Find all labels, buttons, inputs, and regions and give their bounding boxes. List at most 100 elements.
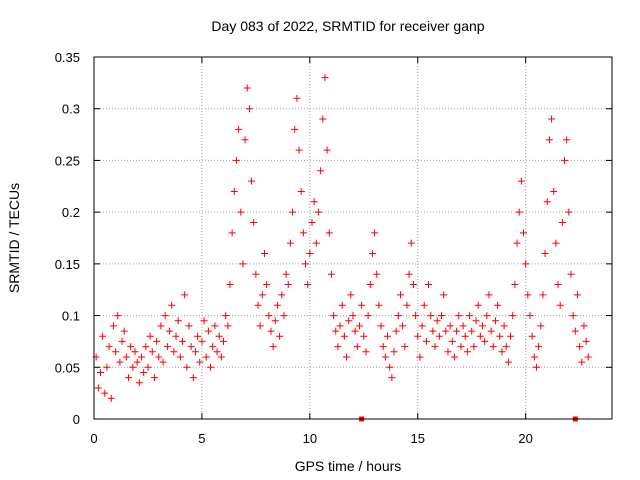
data-point-marker [207, 363, 215, 371]
y-tick-label: 0.15 [55, 257, 80, 272]
data-point-marker [388, 374, 396, 382]
data-point-marker [416, 353, 424, 361]
data-point-marker [407, 239, 415, 247]
data-point-marker [494, 301, 502, 309]
data-point-marker [405, 270, 413, 278]
data-point-marker [489, 343, 497, 351]
data-point-marker [468, 327, 476, 335]
data-point-marker [127, 343, 135, 351]
data-point-marker [427, 312, 435, 320]
data-point-marker [217, 353, 225, 361]
data-point-marker [377, 322, 385, 330]
data-point-marker [399, 322, 407, 330]
data-point-marker [269, 343, 277, 351]
data-point-marker [252, 270, 260, 278]
data-point-marker [567, 270, 575, 278]
data-point-marker [573, 291, 581, 299]
data-point-marker [202, 353, 210, 361]
data-point-marker [213, 348, 221, 356]
y-tick-label: 0.05 [55, 360, 80, 375]
data-point-marker [306, 250, 314, 258]
data-point-marker [310, 198, 318, 206]
data-point-marker [491, 317, 499, 325]
data-point-marker [291, 125, 299, 133]
data-point-marker [541, 250, 549, 258]
data-point-marker [118, 337, 126, 345]
data-point-marker [371, 229, 379, 237]
data-point-marker [172, 332, 180, 340]
data-point-marker [189, 374, 197, 382]
data-point-marker [461, 332, 469, 340]
data-point-marker [161, 312, 169, 320]
data-point-marker [396, 291, 404, 299]
data-point-marker [343, 353, 351, 361]
data-point-marker [200, 317, 208, 325]
data-point-marker [137, 353, 145, 361]
data-point-marker [539, 291, 547, 299]
data-point-marker [245, 105, 253, 113]
data-point-marker [265, 312, 273, 320]
data-point-marker [271, 317, 279, 325]
data-point-marker [453, 327, 461, 335]
data-point-marker [420, 301, 428, 309]
data-point-marker [448, 337, 456, 345]
data-point-marker [258, 291, 266, 299]
data-point-marker [168, 301, 176, 309]
x-tick-label: 5 [198, 431, 205, 446]
data-point-marker [129, 363, 137, 371]
data-point-marker [463, 348, 471, 356]
data-point-marker [159, 358, 167, 366]
data-point-marker [224, 322, 232, 330]
data-point-marker [105, 343, 113, 351]
data-point-marker [263, 281, 271, 289]
data-point-marker [256, 322, 264, 330]
data-point-marker [496, 332, 504, 340]
data-point-marker [153, 337, 161, 345]
data-point-marker [476, 332, 484, 340]
data-point-marker [552, 239, 560, 247]
data-point-marker [170, 348, 178, 356]
data-point-marker [513, 239, 521, 247]
data-point-marker [338, 301, 346, 309]
data-point-marker [235, 125, 243, 133]
data-point-marker [254, 301, 262, 309]
data-point-marker [187, 343, 195, 351]
data-point-marker [522, 260, 530, 268]
data-point-marker [112, 348, 120, 356]
data-point-marker [483, 312, 491, 320]
data-point-marker [517, 177, 525, 185]
data-point-marker [120, 327, 128, 335]
data-point-marker [220, 337, 227, 345]
data-point-marker [96, 368, 104, 376]
data-point-marker [401, 343, 409, 351]
data-point-marker [99, 332, 107, 340]
data-point-marker [314, 208, 322, 216]
data-point-marker [563, 136, 571, 144]
x-tick-label: 10 [303, 431, 317, 446]
data-point-marker [278, 291, 286, 299]
data-point-marker [226, 281, 234, 289]
data-point-marker [267, 327, 275, 335]
data-point-marker [181, 291, 189, 299]
data-point-marker [433, 317, 441, 325]
data-point-marker [470, 343, 478, 351]
data-point-marker [295, 146, 303, 154]
data-point-marker [232, 156, 240, 164]
data-point-marker [571, 327, 579, 335]
data-point-marker [101, 389, 109, 397]
data-point-marker [135, 379, 143, 387]
data-point-marker [327, 270, 335, 278]
x-axis-title: GPS time / hours [295, 458, 402, 474]
data-point-marker [286, 239, 294, 247]
data-point-marker [569, 312, 577, 320]
data-point-marker [412, 312, 420, 320]
y-tick-labels: 0 0.05 0.1 0.15 0.2 0.25 0.3 0.35 [55, 50, 80, 427]
data-point-marker [403, 301, 411, 309]
data-point-marker [196, 358, 204, 366]
data-point-marker [373, 270, 381, 278]
x-tick-label: 20 [518, 431, 532, 446]
data-point-marker [347, 291, 355, 299]
data-point-marker [429, 327, 437, 335]
data-point-marker [390, 348, 398, 356]
